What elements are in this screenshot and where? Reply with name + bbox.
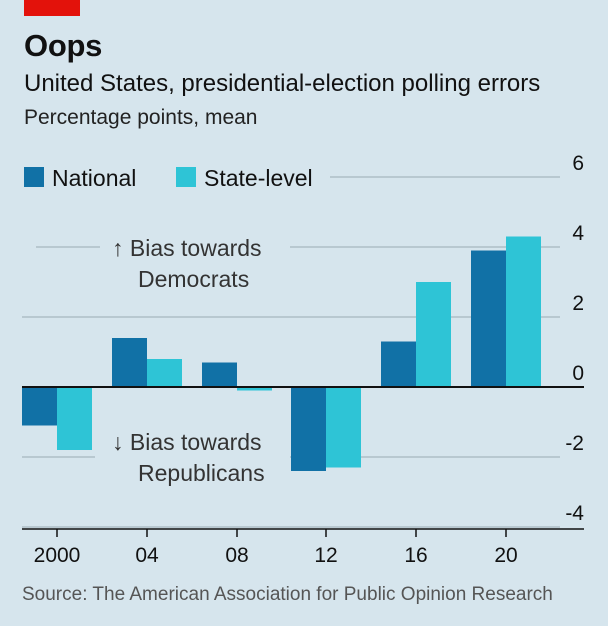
legend-swatch-national [24,167,44,187]
bar-state-level-12 [326,387,361,468]
annotations: ↑ Bias towards Democrats ↓ Bias towards … [112,235,265,486]
annotation-democrats-line1: ↑ Bias towards [112,235,262,261]
x-tick-label: 20 [494,544,517,567]
x-tick-label: 08 [225,544,248,567]
y-tick-label: -4 [565,502,584,525]
x-tick-label: 12 [314,544,337,567]
annotation-republicans-line2: Republicans [138,460,265,486]
y-tick-label: 0 [572,362,584,385]
gridlines [22,176,560,528]
y-tick-label: 6 [572,152,584,175]
bar-state-level-16 [416,282,451,387]
bar-national-04 [112,338,147,387]
bar-national-12 [291,387,326,471]
legend: National State-level [24,165,313,191]
bar-state-level-20 [506,236,541,387]
bar-chart: National State-level ↑ Bias towards Demo… [22,152,584,567]
x-tick-labels: 2000 04 08 12 16 20 [22,528,584,567]
bars [22,236,541,471]
bar-national-2000 [22,387,57,426]
annotation-republicans-line1: ↓ Bias towards [112,429,262,455]
bar-state-level-04 [147,359,182,387]
legend-label-state-level: State-level [204,165,313,191]
bar-national-20 [471,250,506,387]
legend-swatch-state-level [176,167,196,187]
bar-state-level-2000 [57,387,92,450]
y-tick-label: -2 [565,432,584,455]
chart-units: Percentage points, mean [24,106,258,129]
x-tick-label: 16 [404,544,427,567]
legend-label-national: National [52,165,136,191]
chart-subtitle: United States, presidential-election pol… [24,70,541,97]
x-tick-label: 2000 [34,544,81,567]
chart-title: Oops [24,28,103,63]
bar-state-level-08 [237,387,272,391]
source-note: Source: The American Association for Pub… [22,584,553,605]
y-tick-label: 4 [572,222,584,245]
x-tick-label: 04 [135,544,159,567]
bar-national-08 [202,362,237,387]
y-tick-label: 2 [572,292,584,315]
bar-national-16 [381,341,416,387]
annotation-democrats-line2: Democrats [138,266,249,292]
y-tick-labels: 6 4 2 0 -2 -4 [565,152,584,525]
brand-red-bar [24,0,80,16]
